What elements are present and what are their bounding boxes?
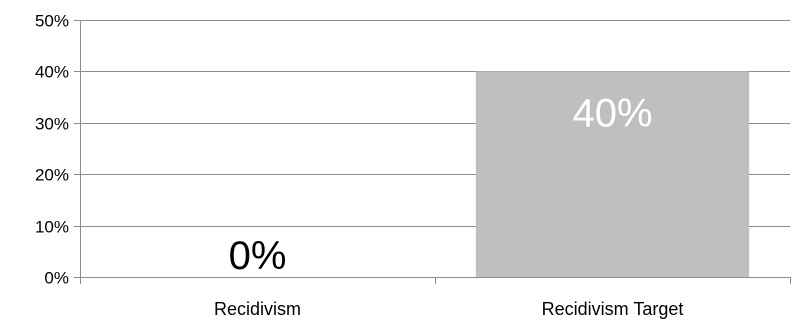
data-label: 0% bbox=[229, 234, 287, 278]
labels: 0% 10% 20% 30% 40% 50% 0% Recidivism 40% Recidivi… bbox=[35, 12, 683, 320]
bars bbox=[475, 71, 750, 278]
y-tick-label: 0% bbox=[44, 269, 69, 288]
y-tick-label: 50% bbox=[35, 12, 69, 31]
category-label: Recidivism Target bbox=[542, 299, 684, 319]
y-tick-label: 40% bbox=[35, 63, 69, 82]
y-tick-label: 20% bbox=[35, 166, 69, 185]
y-tick-label: 30% bbox=[35, 115, 69, 134]
data-label: 40% bbox=[572, 91, 652, 135]
y-tick-label: 10% bbox=[35, 218, 69, 237]
axes bbox=[74, 20, 791, 284]
bar-recidivism-target bbox=[475, 71, 750, 278]
category-label: Recidivism bbox=[214, 299, 301, 319]
